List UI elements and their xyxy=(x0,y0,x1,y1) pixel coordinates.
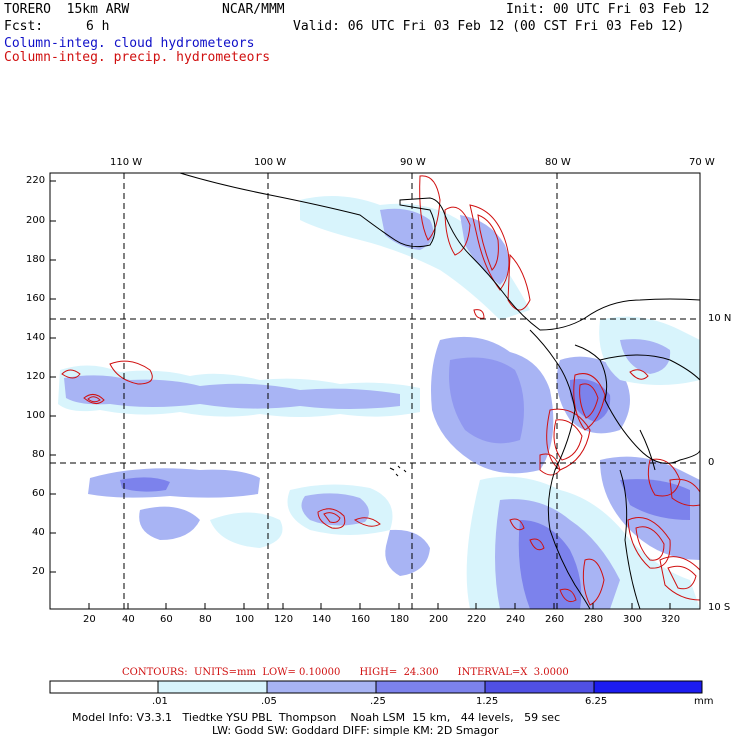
precip-legend: Column-integ. precip. hydrometeors xyxy=(4,50,271,65)
lat-label: 0 xyxy=(708,457,715,468)
lon-label: 70 W xyxy=(689,157,715,168)
x-tick: 260 xyxy=(545,614,565,625)
x-tick: 40 xyxy=(122,614,135,625)
y-tick: 160 xyxy=(26,293,46,304)
model-info: Model Info: V3.3.1 Tiedtke YSU PBL Thomp… xyxy=(72,711,561,724)
x-tick: 100 xyxy=(235,614,255,625)
x-tick: 20 xyxy=(83,614,96,625)
cloud-field xyxy=(58,196,700,609)
latlon-grid xyxy=(50,173,700,609)
y-tick: 100 xyxy=(26,410,46,421)
x-tick: 80 xyxy=(199,614,212,625)
contour-info: CONTOURS: UNITS=mm LOW= 0.10000 HIGH= 24… xyxy=(122,667,569,678)
physics-info: LW: Godd SW: Goddard DIFF: simple KM: 2D… xyxy=(212,724,499,737)
precip-contours xyxy=(61,175,700,606)
lat-label: 10 S xyxy=(708,602,731,613)
colorbar-label: .01 xyxy=(152,696,168,707)
x-tick: 320 xyxy=(661,614,681,625)
lon-label: 110 W xyxy=(110,157,143,168)
forecast-hour: 6 h xyxy=(86,19,110,34)
y-tick: 220 xyxy=(26,175,46,186)
init-time: Init: 00 UTC Fri 03 Feb 12 xyxy=(506,2,710,17)
x-tick: 280 xyxy=(584,614,604,625)
x-tick: 300 xyxy=(623,614,643,625)
y-tick: 40 xyxy=(32,527,45,538)
y-tick: 60 xyxy=(32,488,45,499)
colorbar-label: .25 xyxy=(370,696,386,707)
y-tick: 180 xyxy=(26,254,46,265)
cloud-legend: Column-integ. cloud hydrometeors xyxy=(4,36,255,51)
org-label: NCAR/MMM xyxy=(222,2,285,17)
y-tick: 20 xyxy=(32,566,45,577)
lon-label: 100 W xyxy=(254,157,287,168)
lon-label: 90 W xyxy=(400,157,426,168)
x-tick: 220 xyxy=(467,614,487,625)
x-tick: 160 xyxy=(351,614,371,625)
lat-label: 10 N xyxy=(708,313,732,324)
x-tick: 180 xyxy=(390,614,410,625)
colorbar-label: 1.25 xyxy=(476,696,499,707)
x-tick: 200 xyxy=(429,614,449,625)
colorbar-label: .05 xyxy=(261,696,277,707)
x-tick: 240 xyxy=(506,614,526,625)
y-tick: 80 xyxy=(32,449,45,460)
model-title: TORERO 15km ARW xyxy=(4,2,130,17)
x-tick: 60 xyxy=(160,614,173,625)
y-tick: 200 xyxy=(26,215,46,226)
y-tick: 140 xyxy=(26,332,46,343)
y-tick: 120 xyxy=(26,371,46,382)
lon-label: 80 W xyxy=(545,157,571,168)
x-tick: 120 xyxy=(274,614,294,625)
colorbar-unit: mm xyxy=(694,696,714,707)
x-tick: 140 xyxy=(312,614,332,625)
colorbar-label: 6.25 xyxy=(585,696,608,707)
valid-time: Valid: 06 UTC Fri 03 Feb 12 (00 CST Fri … xyxy=(293,19,685,34)
forecast-label: Fcst: xyxy=(4,19,44,34)
